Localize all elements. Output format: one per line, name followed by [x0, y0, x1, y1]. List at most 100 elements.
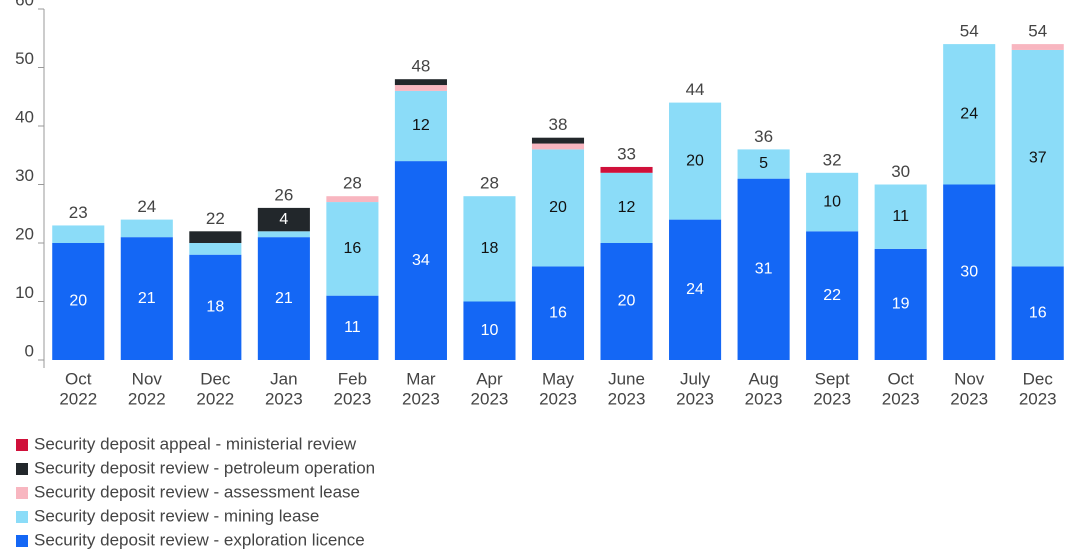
total-label: 48 [411, 57, 430, 76]
total-label: 30 [891, 162, 910, 181]
x-tick-label: 2023 [333, 389, 371, 408]
total-label: 36 [754, 127, 773, 146]
bar-segment [394, 85, 447, 91]
total-label: 28 [343, 174, 362, 193]
total-label: 44 [686, 80, 705, 99]
x-tick-label: Oct [65, 369, 92, 388]
x-tick-label: 2023 [1019, 389, 1057, 408]
data-label: 22 [823, 287, 841, 304]
bar-segment [531, 266, 585, 360]
x-tick-label: July [680, 369, 711, 388]
bar-segment [463, 196, 516, 302]
bar-segment [669, 219, 722, 360]
bar-segment [531, 137, 585, 144]
data-label: 31 [755, 261, 773, 278]
data-label: 19 [892, 296, 910, 313]
bar-segment [600, 166, 653, 173]
x-tick-label: 2022 [59, 389, 97, 408]
y-tick-label: 40 [15, 107, 34, 126]
data-label: 16 [549, 304, 567, 321]
bar-segment [257, 207, 310, 232]
x-tick-label: 2023 [471, 389, 509, 408]
data-label: 18 [481, 240, 499, 257]
data-label: 37 [1029, 149, 1047, 166]
legend-swatch [16, 487, 28, 499]
total-label: 54 [1028, 22, 1047, 41]
data-label: 11 [344, 319, 361, 336]
data-label: 10 [481, 322, 499, 339]
bar-segment [120, 219, 173, 238]
x-tick-label: Mar [406, 369, 436, 388]
bar-segment [394, 79, 447, 86]
bar-segment [189, 243, 242, 255]
x-tick-label: 2023 [265, 389, 303, 408]
total-label: 26 [274, 185, 293, 204]
x-tick-label: Dec [1023, 369, 1054, 388]
bar-segment [1011, 266, 1064, 360]
data-label: 12 [618, 199, 636, 216]
x-tick-label: May [542, 369, 575, 388]
legend-label: Security deposit appeal - ministerial re… [34, 434, 357, 453]
legend-label: Security deposit review - mining lease [34, 506, 319, 525]
x-tick-label: 2023 [539, 389, 577, 408]
y-tick-label: 10 [15, 283, 34, 302]
total-label: 38 [549, 115, 568, 134]
total-label: 24 [137, 197, 156, 216]
bar-segment [1011, 44, 1064, 50]
x-tick-label: Jan [270, 369, 297, 388]
bar-segment [737, 149, 790, 179]
legend-label: Security deposit review - assessment lea… [34, 482, 360, 501]
y-tick-label: 20 [15, 224, 34, 243]
bar-segment [394, 161, 447, 360]
data-label: 24 [686, 281, 704, 298]
x-tick-label: 2023 [813, 389, 851, 408]
x-tick-label: Oct [887, 369, 914, 388]
y-tick-label: 60 [15, 0, 34, 9]
bar-segment [600, 243, 653, 360]
bar-segment [394, 90, 447, 162]
legend-swatch [16, 511, 28, 523]
x-tick-label: Feb [338, 369, 367, 388]
x-tick-label: June [608, 369, 645, 388]
x-tick-label: 2023 [950, 389, 988, 408]
y-tick-label: 50 [15, 49, 34, 68]
legend-label: Security deposit review - petroleum oper… [34, 458, 375, 477]
bar-segment [600, 172, 653, 243]
bar-segment [52, 225, 105, 243]
data-label: 34 [412, 252, 430, 269]
bar-segment [943, 44, 996, 185]
bar-segment [874, 248, 927, 360]
y-tick-label: 0 [25, 341, 34, 360]
bar-segment [737, 178, 790, 360]
total-label: 22 [206, 209, 225, 228]
x-tick-label: Dec [200, 369, 231, 388]
data-label: 21 [275, 290, 293, 307]
total-label: 33 [617, 144, 636, 163]
data-label: 20 [69, 293, 87, 310]
x-tick-label: Nov [954, 369, 985, 388]
x-tick-label: Nov [132, 369, 163, 388]
data-label: 11 [892, 208, 909, 225]
data-label: 12 [412, 117, 430, 134]
x-tick-label: Apr [476, 369, 503, 388]
bar-segment [189, 231, 242, 243]
bar-segment [120, 237, 173, 360]
total-label: 32 [823, 150, 842, 169]
data-label: 5 [759, 155, 768, 172]
bar-segment [531, 149, 585, 267]
data-label: 21 [138, 290, 156, 307]
data-label: 10 [823, 193, 841, 210]
legend-swatch [16, 463, 28, 475]
bar-segment [874, 184, 927, 249]
data-label: 16 [1029, 304, 1047, 321]
x-tick-label: 2023 [608, 389, 646, 408]
bar-segment [1011, 49, 1064, 267]
x-tick-label: Aug [748, 369, 778, 388]
legend-swatch [16, 535, 28, 547]
data-label: 18 [206, 299, 224, 316]
data-label: 20 [686, 152, 704, 169]
bar-segment [463, 301, 516, 360]
data-label: 30 [960, 263, 978, 280]
legend-swatch [16, 439, 28, 451]
